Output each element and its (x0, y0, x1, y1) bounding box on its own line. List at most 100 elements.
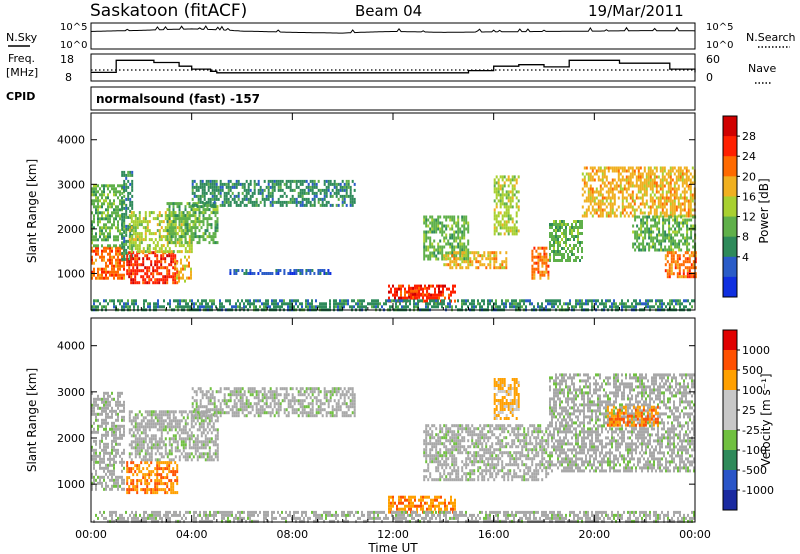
range-time-cell (178, 208, 181, 212)
range-time-cell (134, 247, 137, 251)
range-time-cell (115, 211, 117, 215)
range-time-cell (323, 305, 325, 309)
range-time-cell (111, 442, 113, 446)
range-time-cell (119, 208, 121, 212)
range-time-cell (691, 166, 694, 170)
range-time-cell (275, 179, 278, 183)
range-time-cell (93, 427, 95, 431)
range-time-cell (148, 257, 151, 261)
range-time-cell (99, 211, 101, 215)
range-time-cell (190, 270, 192, 274)
range-time-cell (97, 270, 99, 274)
range-time-cell (97, 424, 99, 428)
range-time-cell (575, 305, 577, 309)
range-time-cell (412, 295, 415, 299)
range-time-cell (493, 254, 496, 258)
range-time-cell (174, 217, 177, 221)
range-time-cell (694, 260, 697, 264)
range-time-cell (168, 217, 171, 221)
range-time-cell (437, 251, 440, 255)
range-time-cell (105, 406, 107, 410)
range-time-cell (603, 175, 606, 179)
range-time-cell (99, 205, 101, 209)
range-time-cell (487, 302, 489, 306)
range-time-cell (503, 214, 506, 218)
range-time-cell (431, 221, 434, 225)
range-time-cell (153, 302, 155, 306)
range-time-cell (142, 217, 145, 221)
range-time-cell (523, 302, 525, 306)
range-time-cell (275, 305, 277, 309)
range-time-cell (144, 488, 147, 492)
range-time-cell (91, 270, 93, 274)
range-time-cell (115, 205, 117, 209)
range-time-cell (130, 422, 133, 426)
range-time-cell (214, 208, 217, 212)
range-time-cell (303, 179, 306, 183)
range-time-cell (197, 305, 199, 309)
range-time-cell (196, 226, 199, 230)
range-time-cell (621, 302, 623, 306)
range-time-cell (423, 215, 426, 219)
range-time-cell (198, 211, 201, 215)
range-time-cell (113, 469, 115, 473)
range-time-cell (229, 302, 231, 306)
range-time-cell (168, 467, 171, 471)
range-time-cell (317, 197, 320, 201)
range-time-cell (497, 190, 500, 194)
range-time-cell (131, 188, 134, 192)
range-time-cell (651, 299, 653, 303)
range-time-cell (559, 235, 561, 238)
range-time-cell (431, 242, 434, 246)
range-time-cell (609, 181, 612, 185)
range-time-cell (107, 211, 109, 215)
range-time-cell (144, 214, 147, 218)
range-time-cell (647, 175, 650, 179)
range-time-cell (621, 166, 624, 170)
range-time-cell (638, 236, 641, 240)
range-time-cell (216, 241, 219, 245)
range-time-cell (617, 196, 620, 200)
range-time-cell (287, 302, 289, 306)
range-time-cell (503, 202, 506, 206)
range-time-cell (571, 305, 573, 309)
range-time-cell (633, 208, 636, 212)
range-time-cell (445, 257, 448, 261)
range-time-cell (676, 257, 679, 261)
range-time-cell (208, 214, 211, 218)
range-time-cell (396, 293, 398, 297)
range-time-cell (265, 197, 268, 201)
range-time-cell (209, 182, 212, 186)
range-time-cell (501, 199, 504, 203)
range-time-cell (507, 226, 510, 230)
range-time-cell (121, 264, 123, 268)
range-time-cell (431, 218, 434, 222)
range-time-cell (127, 239, 130, 243)
range-time-cell (581, 302, 583, 306)
range-time-cell (134, 241, 137, 245)
range-time-cell (637, 187, 640, 191)
range-time-cell (413, 305, 415, 309)
range-time-cell (216, 208, 219, 212)
range-time-cell (505, 299, 507, 303)
range-time-cell (656, 239, 659, 243)
freq-panel-frame (90, 53, 696, 82)
range-time-cell (551, 302, 553, 306)
range-time-cell (229, 185, 232, 189)
range-time-cell (115, 433, 117, 437)
range-time-cell (160, 461, 163, 465)
range-time-cell (263, 197, 266, 201)
range-time-cell (599, 199, 602, 203)
range-time-cell (652, 236, 655, 240)
range-time-cell (674, 239, 677, 243)
range-time-cell (663, 211, 666, 215)
range-time-cell (445, 254, 448, 258)
range-time-cell (632, 242, 635, 246)
range-time-cell (132, 214, 135, 218)
range-time-cell (674, 260, 677, 264)
range-time-cell (132, 467, 135, 471)
range-time-cell (433, 302, 435, 306)
range-time-cell (339, 302, 341, 306)
range-time-cell (115, 193, 117, 197)
range-time-cell (113, 409, 115, 413)
